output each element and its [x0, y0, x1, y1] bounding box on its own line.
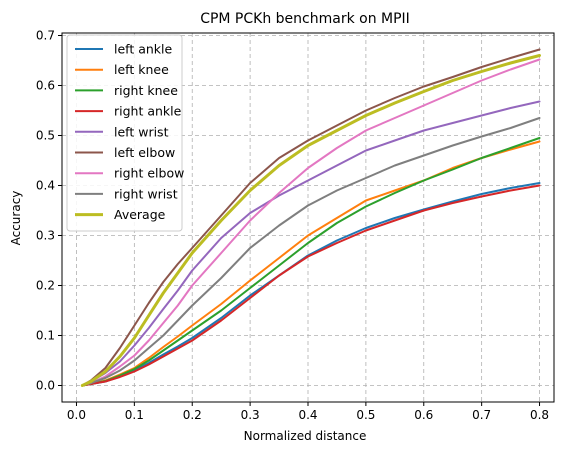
legend: left ankle left knee right knee right ankle… [66, 34, 184, 232]
series-line-right-knee [81, 137, 541, 387]
y-tick-label: 0.4 [36, 179, 55, 193]
y-tick-label: 0.1 [36, 329, 55, 343]
legend-label: left elbow [114, 145, 175, 160]
axis-ticks: 0.0 0.1 0.2 0.3 0.4 0.5 0.6 0.7 0.8 0.0 0.1 0.2 0.3 0… [36, 29, 549, 423]
legend-label: left ankle [114, 42, 173, 57]
series-line-right-ankle [81, 184, 541, 387]
legend-label: left wrist [114, 124, 169, 139]
y-tick-label: 0.3 [36, 229, 55, 243]
x-tick-label: 0.7 [472, 408, 491, 422]
series-line-right-wrist [81, 117, 541, 387]
legend-box [66, 34, 183, 232]
legend-label: right wrist [114, 186, 178, 201]
legend-label: right ankle [114, 104, 182, 119]
y-tick-label: 0.5 [36, 129, 55, 143]
x-tick-label: 0.1 [125, 408, 144, 422]
x-tick-label: 0.4 [298, 408, 317, 422]
series-line-average [80, 54, 541, 387]
x-tick-label: 0.8 [530, 408, 549, 422]
x-tick-label: 0.6 [414, 408, 433, 422]
series-lines [80, 48, 541, 387]
x-tick-label: 0.5 [356, 408, 375, 422]
y-tick-label: 0.2 [36, 279, 55, 293]
series-line-left-wrist [81, 100, 541, 387]
series-line-right-elbow [81, 58, 541, 387]
chart-title: CPM PCKh benchmark on MPII [200, 11, 410, 27]
legend-label: left knee [114, 62, 169, 77]
y-tick-label: 0.6 [36, 79, 55, 93]
legend-label: right elbow [114, 166, 184, 181]
x-axis-title: Normalized distance [244, 429, 367, 443]
x-tick-label: 0.3 [241, 408, 260, 422]
legend-items: left ankle left knee right knee right ankle… [75, 42, 184, 222]
legend-label: right knee [114, 83, 178, 98]
y-tick-label: 0.7 [36, 29, 55, 43]
x-tick-label: 0.0 [67, 408, 86, 422]
y-tick-label: 0.0 [36, 379, 55, 393]
series-line-left-elbow [81, 48, 541, 387]
y-axis-title: Accuracy [9, 191, 23, 246]
legend-label: Average [114, 207, 166, 222]
x-tick-label: 0.2 [183, 408, 202, 422]
